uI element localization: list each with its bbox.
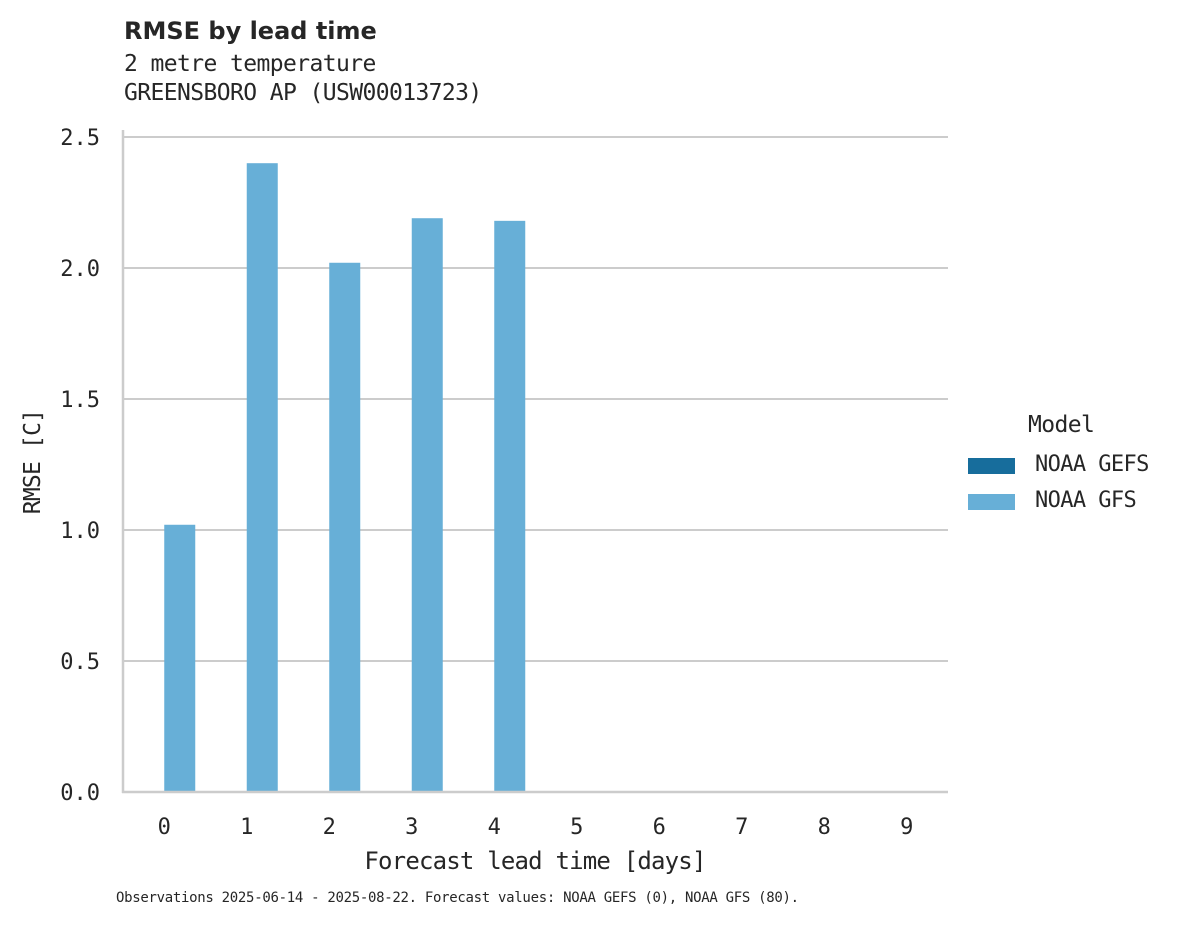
bar xyxy=(494,220,526,793)
bar xyxy=(329,262,361,792)
y-axis-label: RMSE [C] xyxy=(20,410,46,514)
bar-series xyxy=(164,163,526,793)
legend-title: Model xyxy=(1028,412,1095,438)
x-tick-labels: 0 1 2 3 4 5 6 7 8 9 xyxy=(158,815,914,840)
axes xyxy=(121,130,948,794)
x-tick-label: 4 xyxy=(488,815,501,840)
x-tick-label: 3 xyxy=(405,815,418,840)
y-tick-label: 0.5 xyxy=(60,650,100,675)
x-tick-label: 9 xyxy=(900,815,913,840)
x-tick-label: 6 xyxy=(653,815,666,840)
x-tick-label: 0 xyxy=(158,815,171,840)
legend-label: NOAA GFS xyxy=(1035,488,1137,513)
bar xyxy=(246,163,278,792)
y-tick-labels: 0.0 0.5 1.0 1.5 2.0 2.5 xyxy=(60,126,100,806)
x-tick-label: 2 xyxy=(323,815,336,840)
x-tick-label: 8 xyxy=(818,815,831,840)
y-tick-label: 1.0 xyxy=(60,519,100,544)
x-tick-label: 7 xyxy=(735,815,748,840)
chart-subtitle-station: GREENSBORO AP (USW00013723) xyxy=(124,80,482,106)
chart-subtitle-variable: 2 metre temperature xyxy=(124,51,376,77)
footer-note: Observations 2025-06-14 - 2025-08-22. Fo… xyxy=(116,890,799,906)
bar xyxy=(411,218,443,793)
x-axis-label: Forecast lead time [days] xyxy=(364,847,705,875)
legend-swatch-noaa-gefs xyxy=(968,458,1015,474)
chart-title: RMSE by lead time xyxy=(124,17,377,45)
y-tick-label: 1.5 xyxy=(60,388,100,413)
y-tick-label: 2.0 xyxy=(60,257,100,282)
y-tick-label: 0.0 xyxy=(60,781,100,806)
legend-swatch-noaa-gfs xyxy=(968,494,1015,510)
bar xyxy=(164,524,196,792)
x-tick-label: 5 xyxy=(570,815,583,840)
x-tick-label: 1 xyxy=(240,815,253,840)
legend-label: NOAA GEFS xyxy=(1035,452,1149,477)
y-tick-label: 2.5 xyxy=(60,126,100,151)
